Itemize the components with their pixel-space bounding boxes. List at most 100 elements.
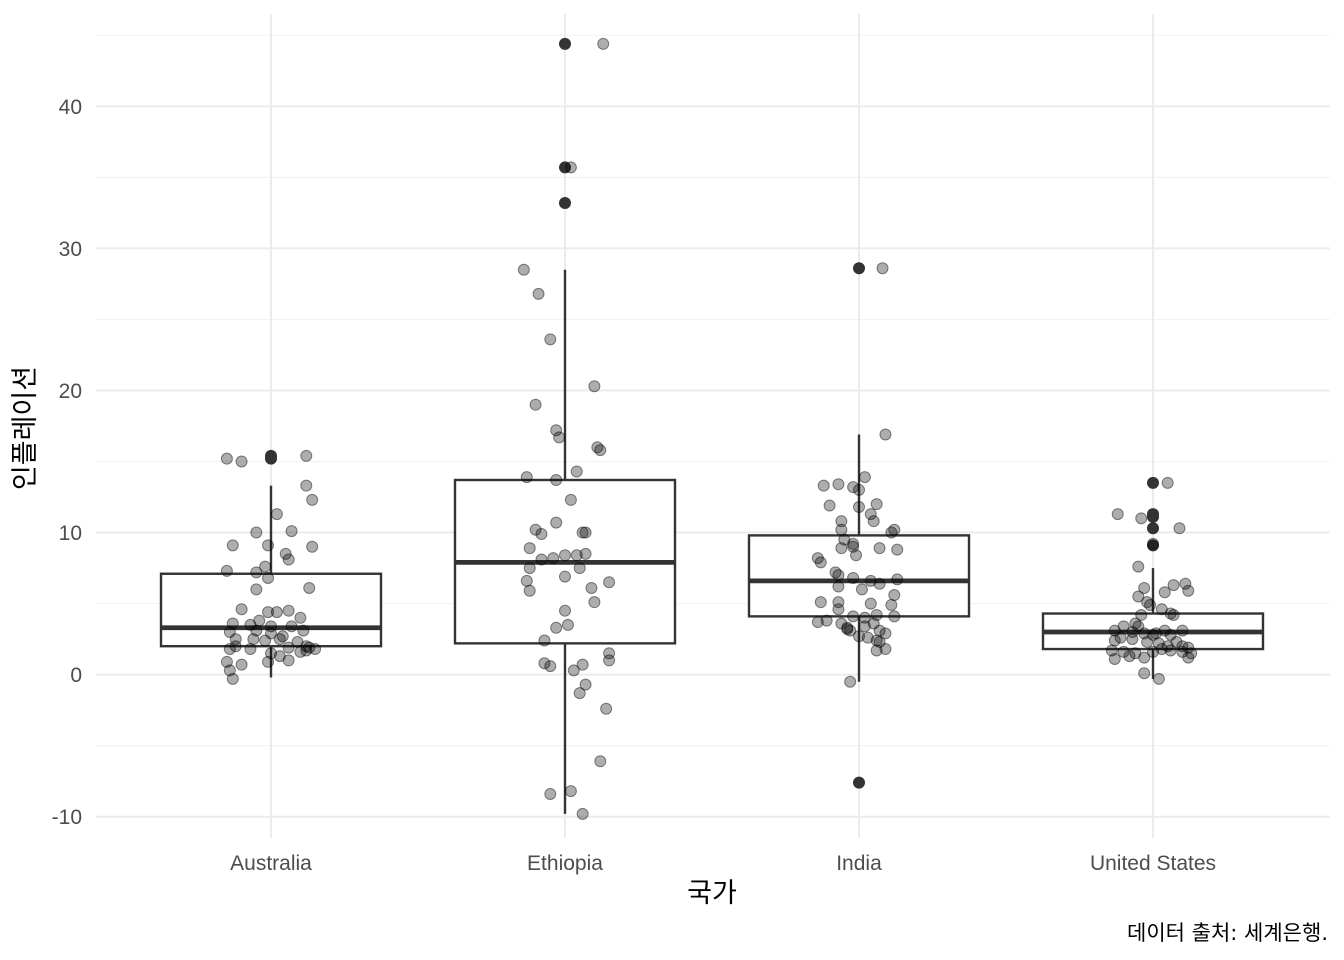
jitter-point bbox=[879, 627, 892, 640]
jitter-point bbox=[303, 641, 316, 654]
jitter-point bbox=[594, 444, 607, 457]
jitter-point bbox=[829, 566, 842, 579]
x-tick-labels: Australia Ethiopia India United States bbox=[230, 852, 1216, 875]
jitter-point bbox=[573, 687, 586, 700]
jitter-point bbox=[1126, 626, 1139, 638]
jitter-point bbox=[1141, 596, 1154, 609]
jitter-point bbox=[561, 618, 574, 631]
jitter-point bbox=[847, 481, 860, 494]
jitter-point bbox=[223, 626, 236, 638]
jitter-point bbox=[850, 549, 863, 562]
jitter-point bbox=[553, 431, 566, 444]
jitter-point bbox=[517, 263, 530, 276]
jitter-point bbox=[300, 479, 313, 492]
jitter-point bbox=[573, 562, 586, 575]
jitter-point bbox=[858, 620, 871, 633]
jitter-point bbox=[247, 633, 260, 646]
y-tick-label: 40 bbox=[59, 96, 82, 119]
jitter-point bbox=[873, 635, 886, 648]
jitter-point bbox=[265, 620, 277, 633]
jitter-point bbox=[1149, 627, 1162, 640]
jitter-point bbox=[1161, 476, 1174, 489]
jitter-point bbox=[847, 540, 860, 553]
jitter-point bbox=[235, 455, 248, 468]
outlier-point bbox=[1147, 539, 1159, 552]
jitter-point bbox=[1170, 635, 1183, 648]
jitter-point bbox=[1141, 635, 1154, 648]
jitter-point bbox=[585, 581, 598, 594]
jitter-point bbox=[262, 572, 275, 585]
jitter-point bbox=[520, 574, 533, 587]
jitter-point bbox=[265, 647, 277, 660]
jitter-point bbox=[1158, 624, 1171, 637]
jitter-point bbox=[559, 549, 571, 562]
jitter-point bbox=[885, 526, 898, 539]
jitter-point bbox=[262, 539, 275, 552]
outlier-point bbox=[1147, 476, 1159, 489]
box-australia bbox=[159, 572, 383, 648]
x-tick-label: India bbox=[836, 852, 882, 875]
jitter-point bbox=[1132, 620, 1145, 633]
jitter-point bbox=[544, 333, 557, 346]
jitter-point bbox=[1117, 620, 1130, 633]
jitter-point bbox=[838, 533, 851, 546]
jitter-point bbox=[858, 611, 871, 624]
jitter-point bbox=[538, 634, 551, 647]
jitter-point bbox=[1108, 634, 1121, 647]
jitter-point bbox=[1135, 608, 1148, 621]
box-india bbox=[747, 534, 971, 618]
jitter-point bbox=[523, 584, 536, 597]
jitter-point bbox=[888, 589, 901, 602]
jitter-point bbox=[879, 643, 892, 656]
x-axis-title: 국가 bbox=[687, 878, 737, 909]
jitter-point bbox=[811, 616, 824, 629]
jitter-point bbox=[535, 527, 548, 540]
jitter-point bbox=[814, 596, 827, 609]
jitter-point bbox=[529, 523, 542, 536]
jitter-point bbox=[853, 500, 865, 513]
jitter-point bbox=[847, 572, 860, 585]
jitter-point bbox=[1179, 577, 1192, 590]
jitter-point bbox=[273, 633, 286, 646]
jitter-point bbox=[1132, 560, 1145, 573]
jitter-point bbox=[1173, 522, 1186, 535]
jitter-point bbox=[1152, 672, 1165, 685]
jitter-point bbox=[835, 542, 848, 555]
jitter-point bbox=[814, 556, 827, 569]
jitter-point bbox=[832, 603, 845, 616]
jitter-point bbox=[835, 523, 848, 536]
jitter-point bbox=[282, 641, 295, 654]
jitter-point bbox=[576, 658, 589, 671]
jitter-point bbox=[226, 672, 239, 685]
y-tick-label: 0 bbox=[70, 664, 82, 687]
jitter-point bbox=[873, 624, 886, 637]
jitter-point bbox=[891, 573, 904, 586]
jitter-point bbox=[550, 516, 563, 529]
jitter-point bbox=[1144, 599, 1157, 612]
jitter-point bbox=[291, 635, 304, 648]
jitter-point bbox=[817, 479, 830, 492]
jitter-points bbox=[220, 37, 1198, 820]
jitter-point bbox=[888, 523, 901, 536]
jitter-point bbox=[1176, 640, 1189, 653]
jitter-point bbox=[550, 424, 563, 437]
jitter-point bbox=[1167, 608, 1180, 621]
jitter-point bbox=[844, 624, 857, 637]
jitter-point bbox=[847, 610, 860, 623]
jitter-point bbox=[297, 624, 310, 637]
jitter-point bbox=[250, 583, 263, 596]
jitter-point bbox=[1129, 647, 1142, 660]
jitter-point bbox=[309, 643, 322, 656]
jitter-point bbox=[879, 428, 892, 441]
jitter-point bbox=[867, 515, 880, 528]
jitter-point bbox=[273, 650, 286, 663]
jitter-point bbox=[564, 161, 577, 174]
jitter-point bbox=[564, 785, 577, 798]
jitter-point bbox=[864, 574, 877, 587]
jitter-point bbox=[597, 37, 610, 50]
jitter-point bbox=[300, 640, 313, 653]
jitter-point bbox=[270, 606, 283, 619]
jitter-point bbox=[550, 621, 563, 634]
jitter-point bbox=[1147, 537, 1159, 550]
jitter-point bbox=[229, 640, 242, 653]
